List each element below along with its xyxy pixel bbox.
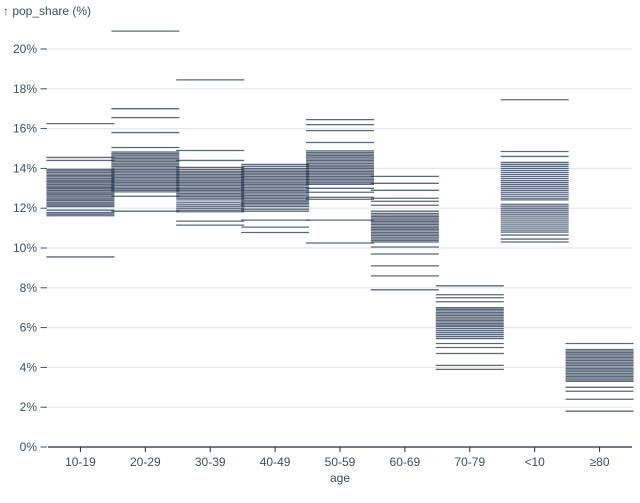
y-tick-label: 6% xyxy=(20,321,38,335)
y-tick-label: 18% xyxy=(13,82,37,96)
y-tick-label: 12% xyxy=(13,201,37,215)
x-tick-label: 10-19 xyxy=(65,455,96,469)
y-tick-label: 10% xyxy=(13,241,37,255)
y-tick-label: 0% xyxy=(20,440,38,454)
x-tick-label: 60-69 xyxy=(390,455,421,469)
y-tick-label: 4% xyxy=(20,360,38,374)
x-tick-label: 40-49 xyxy=(260,455,291,469)
x-tick-label: 30-39 xyxy=(195,455,226,469)
x-tick-label: ≥80 xyxy=(590,455,610,469)
x-axis-title: age xyxy=(330,471,350,485)
y-tick-label: 14% xyxy=(13,161,37,175)
y-tick-label: 20% xyxy=(13,42,37,56)
x-tick-label: <10 xyxy=(524,455,545,469)
y-tick-label: 2% xyxy=(20,400,38,414)
x-tick-label: 20-29 xyxy=(130,455,161,469)
x-tick-label: 50-59 xyxy=(325,455,356,469)
y-tick-label: 16% xyxy=(13,122,37,136)
plot-area: 0% 2% 4% 6% 8% 10% 12% 14% 16% 18% 20% 10-19 20-29 30… xyxy=(13,30,634,485)
x-tick-label: 70-79 xyxy=(454,455,485,469)
y-axis-title: ↑ pop_share (%) xyxy=(3,4,91,18)
y-tick-label: 8% xyxy=(20,281,38,295)
